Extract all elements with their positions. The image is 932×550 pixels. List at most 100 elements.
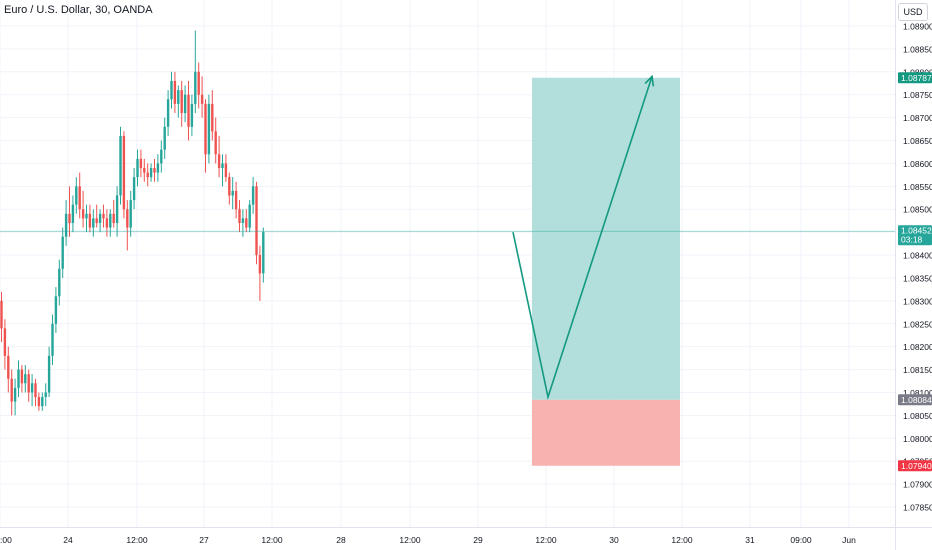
candle-body (98, 213, 102, 223)
candle-body (112, 213, 115, 223)
position-zones (532, 77, 680, 466)
candle-body (214, 131, 217, 155)
candle-body (197, 71, 200, 95)
candle-body (217, 154, 221, 169)
x-tick-label: 27 (199, 535, 209, 545)
target-price-badge: 1.08787 (898, 72, 932, 84)
candle-body (190, 103, 194, 127)
x-tick-label: 24 (63, 535, 73, 545)
candle-body (194, 71, 197, 104)
y-tick-label: 1.08500 (903, 205, 932, 215)
target-zone (532, 77, 680, 400)
candle-body (54, 296, 58, 324)
candle-body (64, 213, 68, 237)
y-tick-label: 1.08550 (903, 182, 932, 192)
candle-body (177, 90, 180, 104)
y-tick-label: 1.08200 (903, 342, 932, 352)
price-axis[interactable]: 1.089001.088501.088001.087501.087001.086… (895, 0, 932, 550)
candle-body (37, 397, 41, 407)
candle-body (34, 383, 37, 398)
candle-body (119, 135, 122, 196)
bar-countdown-label: 03:18 (901, 235, 923, 245)
target-price-label: 1.08787 (901, 73, 932, 83)
time-axis[interactable]: :00 24 12:00 27 12:00 28 12:00 29 12:00 30 12:00 31… (0, 527, 932, 546)
candle-body (68, 213, 71, 223)
candle-body (109, 213, 112, 228)
candle-body (241, 218, 245, 223)
candle-body (10, 378, 13, 402)
candle-body (47, 355, 51, 393)
stop-price-badge: 1.07940 (898, 460, 932, 472)
y-tick-label: 1.08350 (903, 273, 932, 283)
candle-body (248, 204, 251, 228)
candle-body (58, 268, 61, 297)
candle-body (234, 190, 238, 210)
candle-body (211, 103, 214, 132)
candle-body (88, 213, 92, 228)
candle-body (231, 190, 234, 196)
y-tick-label: 1.08400 (903, 251, 932, 261)
candle-body (0, 300, 3, 329)
candle-body (122, 135, 126, 210)
candle-body (143, 168, 146, 173)
candle-body (41, 397, 44, 407)
y-tick-label: 1.07900 (903, 480, 932, 490)
candle-body (85, 213, 88, 219)
candle-body (24, 374, 27, 384)
candle-body (13, 387, 17, 402)
candle-body (105, 218, 109, 228)
candle-body (251, 186, 255, 205)
x-tick-label: 30 (609, 535, 619, 545)
candle-body (132, 177, 136, 201)
currency-button[interactable]: USD (898, 3, 928, 21)
stop-zone (532, 399, 680, 466)
candle-body (180, 90, 183, 114)
y-tick-label: 1.08650 (903, 136, 932, 146)
x-tick-label: 12:00 (126, 535, 148, 545)
candle-body (3, 328, 7, 356)
projection-arrow (512, 76, 653, 401)
current-price-badge-bg (898, 225, 932, 246)
candle-body (51, 323, 54, 356)
candle-body (92, 218, 95, 228)
stop-price-label: 1.07940 (901, 461, 932, 471)
y-tick-label: 1.08900 (903, 22, 932, 32)
y-tick-label: 1.08150 (903, 365, 932, 375)
candle-body (238, 209, 241, 223)
candle-body (78, 186, 81, 210)
candle-body (126, 209, 129, 228)
candle-body (224, 163, 228, 178)
y-tick-label: 1.08700 (903, 113, 932, 123)
x-tick-label: 31 (745, 535, 755, 545)
candle-body (20, 369, 24, 384)
x-tick-label: 12:00 (671, 535, 693, 545)
candle-body (170, 80, 173, 100)
candle-body (129, 200, 132, 228)
candle-body (136, 158, 139, 178)
candle-body (187, 94, 190, 127)
candle-body (27, 374, 30, 393)
y-tick-label: 1.08850 (903, 44, 932, 54)
x-tick-label: 12:00 (399, 535, 421, 545)
candle-body (149, 168, 153, 178)
candle-body (166, 99, 170, 127)
target-price-badge-bg (898, 72, 932, 84)
candle-body (200, 94, 204, 104)
y-tick-label: 1.08600 (903, 159, 932, 169)
candle-body (44, 392, 47, 398)
x-tick-label: Jun (842, 535, 856, 545)
candle-body (255, 186, 258, 256)
y-tick-label: 1.07850 (903, 503, 932, 513)
candle-body (221, 163, 224, 169)
candle-body (153, 168, 156, 173)
y-tick-label: 1.08300 (903, 296, 932, 306)
x-tick-label: 12:00 (261, 535, 283, 545)
chart-title: Euro / U.S. Dollar, 30, OANDA (4, 4, 153, 16)
stop-price-badge-bg (898, 460, 932, 472)
candle-body (17, 369, 20, 388)
arrowhead (644, 74, 655, 87)
candle-body (75, 186, 78, 205)
y-tick-label: 1.08750 (903, 90, 932, 100)
